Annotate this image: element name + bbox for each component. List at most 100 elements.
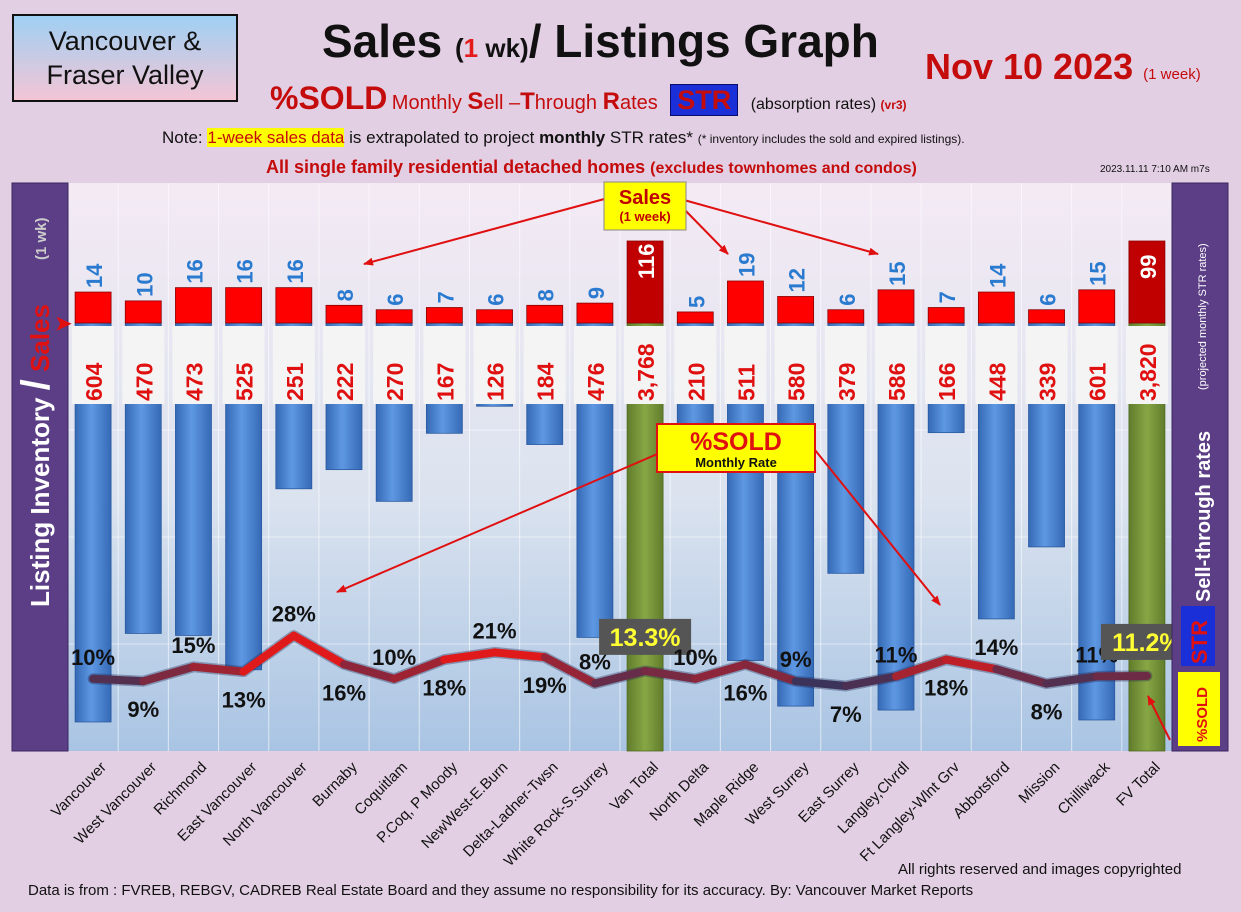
sold-callout-box: [656, 423, 816, 473]
sales-label: 6: [835, 293, 860, 305]
inventory-label-bg: [824, 326, 867, 404]
sales-label: 5: [684, 296, 709, 308]
timestamp: 2023.11.11 7:10 AM m7s: [1100, 164, 1210, 175]
pct-label: 18%: [924, 676, 968, 701]
note-suffix: STR rates*: [605, 128, 698, 147]
inventory-label: 339: [1035, 363, 1061, 401]
inventory-label-bg: [674, 326, 717, 404]
sales-bar: [877, 289, 915, 324]
inventory-labels: 604 470 473 525 251 222 270 167 126 184 476 3,768 21…: [72, 326, 1168, 404]
sales-bar: [425, 307, 463, 324]
inventory-label: 167: [432, 363, 458, 401]
sales-callout-title: Sales: [619, 187, 671, 209]
sold-callout-sub: Monthly Rate: [695, 455, 777, 470]
str-line-segment: [791, 677, 850, 690]
str-line-segment: [992, 665, 1051, 688]
sales-bar: [526, 304, 564, 324]
sales-bar: [827, 309, 865, 324]
subtitle-monthly: Monthly: [391, 92, 468, 114]
subtitle-r: R: [602, 88, 620, 115]
inventory-label: 379: [834, 363, 860, 401]
sales-bar: [977, 291, 1015, 324]
pct-label: 16%: [723, 680, 767, 705]
inventory-label-bg: [975, 326, 1018, 404]
inventory-label-bg: [774, 326, 817, 404]
subtitle-ates: ates: [619, 92, 658, 114]
sales-label: 12: [785, 268, 810, 292]
inventory-label-bg: [1025, 326, 1068, 404]
inventory-label: 511: [733, 364, 759, 401]
sales-bar: [727, 280, 764, 324]
category-label: FV Total: [1113, 759, 1164, 810]
pct-label: 21%: [473, 618, 517, 643]
inventory-label-bg: [72, 326, 115, 404]
inventory-label-bg: [573, 326, 616, 404]
pct-label: 16%: [322, 680, 366, 705]
str-line-segment: [892, 655, 951, 681]
pct-label: 28%: [272, 602, 316, 627]
right-axis-sublabel: (projected monthly STR rates): [1197, 243, 1209, 390]
scope-small: (excludes townhomes and condos): [650, 160, 917, 177]
str-line-segment: [691, 660, 750, 683]
inventory-label: 604: [81, 362, 107, 401]
inventory-label: 601: [1085, 362, 1111, 401]
footer-source: Data is from : FVREB, REBGV, CADREB Real…: [28, 882, 974, 899]
pct-label: 10%: [673, 645, 717, 670]
sales-bar: [676, 311, 714, 324]
footer-rights: All rights reserved and images copyright…: [898, 861, 1182, 878]
inventory-label-bg: [523, 326, 566, 404]
sales-bar: [175, 287, 212, 324]
right-axis-sold: %SOLD: [1194, 687, 1211, 742]
inventory-label-bg: [1125, 326, 1168, 404]
str-line-segment: [390, 655, 449, 683]
inventory-label: 525: [232, 362, 258, 401]
note-prefix: Note:: [162, 128, 208, 147]
pct-label: 13%: [222, 688, 266, 713]
inventory-label-bg: [323, 326, 365, 404]
sales-bar: [476, 309, 513, 324]
pct-label: 7%: [830, 702, 862, 727]
sales-bar: [74, 291, 112, 324]
sales-label: 10: [132, 272, 157, 296]
sales-callout-sub: (1 week): [619, 209, 670, 224]
note-middle: is extrapolated to project: [344, 128, 540, 147]
pct-label: 11%: [875, 642, 918, 667]
title-paren-open: (: [455, 33, 464, 63]
pct-labels: 10%9%15%13%28%16%10%18%21%19%8%13.3%10%1…: [71, 602, 1193, 727]
sales-label: 6: [383, 293, 408, 305]
inventory-label: 476: [583, 363, 609, 401]
sales-bar: [325, 304, 363, 324]
main-title: Sales (1 wk)/ Listings Graph: [322, 14, 879, 68]
sales-label: 16: [283, 259, 308, 283]
title-part2: / Listings Graph: [528, 15, 879, 67]
pct-label: 10%: [372, 645, 416, 670]
right-axis-label: Sell-through rates: [1193, 431, 1215, 602]
inventory-label-bg: [875, 326, 917, 404]
str-line: [87, 630, 1153, 692]
sales-label: 16: [182, 259, 207, 283]
scope-main: All single family residential detached h…: [266, 157, 651, 177]
sales-label: 15: [885, 261, 910, 285]
inventory-label-bg: [724, 326, 767, 404]
subtitle: %SOLD Monthly Sell –Through Rates STR (a…: [270, 80, 907, 117]
sales-label: 14: [985, 263, 1010, 288]
sales-bar: [375, 309, 413, 324]
title-wk: wk): [478, 33, 529, 63]
sales-bar: [275, 287, 313, 324]
report-date: Nov 10 2023 (1 week): [925, 46, 1201, 88]
inventory-label: 470: [131, 363, 157, 401]
inventory-label: 448: [984, 362, 1010, 401]
inventory-label: 270: [382, 363, 408, 401]
str-line-segment: [641, 666, 700, 683]
pct-label: 18%: [422, 676, 466, 701]
pct-label: 19%: [523, 673, 567, 698]
sales-label: 16: [233, 259, 258, 283]
str-line-segment: [490, 648, 549, 662]
sales-bar: [576, 302, 614, 324]
inventory-label-bg: [1075, 326, 1118, 404]
str-line-segment: [590, 666, 650, 688]
sales-label: 99: [1136, 255, 1161, 279]
pct-label: 9%: [780, 647, 812, 672]
sales-label: 6: [1036, 293, 1061, 305]
